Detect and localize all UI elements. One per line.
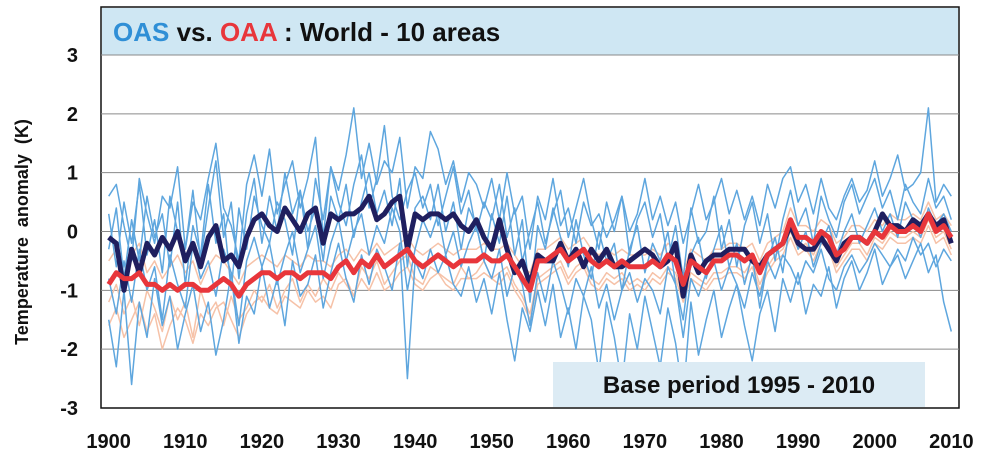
x-tick-label: 1910 bbox=[163, 431, 208, 453]
series-layer bbox=[106, 107, 954, 397]
x-tick-label: 1970 bbox=[623, 431, 668, 453]
y-tick-label: 1 bbox=[67, 163, 78, 185]
series-oas-area-1 bbox=[108, 107, 952, 262]
x-tick-label: 1900 bbox=[86, 431, 131, 453]
x-tick-label: 1940 bbox=[393, 431, 438, 453]
series-oas-area-4 bbox=[107, 124, 953, 280]
x-tick-label: 1920 bbox=[240, 431, 285, 453]
title-rest: : World - 10 areas bbox=[277, 17, 501, 47]
title-vs: vs. bbox=[169, 17, 220, 47]
chart-title: OAS vs. OAA : World - 10 areas bbox=[113, 17, 500, 47]
series-oaa-mean bbox=[106, 211, 954, 299]
x-tick-label: 1990 bbox=[776, 431, 821, 453]
x-tick-label: 1980 bbox=[699, 431, 744, 453]
y-tick-label: 2 bbox=[67, 104, 78, 126]
y-tick-label: -2 bbox=[60, 339, 78, 361]
x-tick-label: 2000 bbox=[852, 431, 897, 453]
x-tick-label: 1930 bbox=[316, 431, 361, 453]
x-axis-ticks: 1900 1910 1920 1930 1940 1950 1960 1970 1980 1990… bbox=[86, 431, 973, 453]
x-tick-label: 2010 bbox=[929, 431, 974, 453]
title-banner bbox=[102, 8, 958, 55]
x-tick-label: 1960 bbox=[546, 431, 591, 453]
y-axis-label: Temperature anomaly (K) bbox=[12, 119, 32, 345]
y-tick-label: 0 bbox=[67, 222, 78, 244]
base-period-box bbox=[553, 362, 925, 407]
y-tick-label: 3 bbox=[67, 45, 78, 67]
base-period-note: Base period 1995 - 2010 bbox=[603, 372, 875, 399]
series-oas-area-5 bbox=[107, 207, 952, 339]
series-oas-area-2 bbox=[107, 242, 953, 397]
x-tick-label: 1950 bbox=[469, 431, 514, 453]
y-axis-ticks: 3 2 1 0 -1 -2 -3 bbox=[60, 45, 78, 420]
title-oas: OAS bbox=[113, 17, 169, 47]
title-oaa: OAA bbox=[220, 17, 278, 47]
y-tick-label: -3 bbox=[60, 398, 78, 420]
y-tick-label: -1 bbox=[60, 280, 78, 302]
